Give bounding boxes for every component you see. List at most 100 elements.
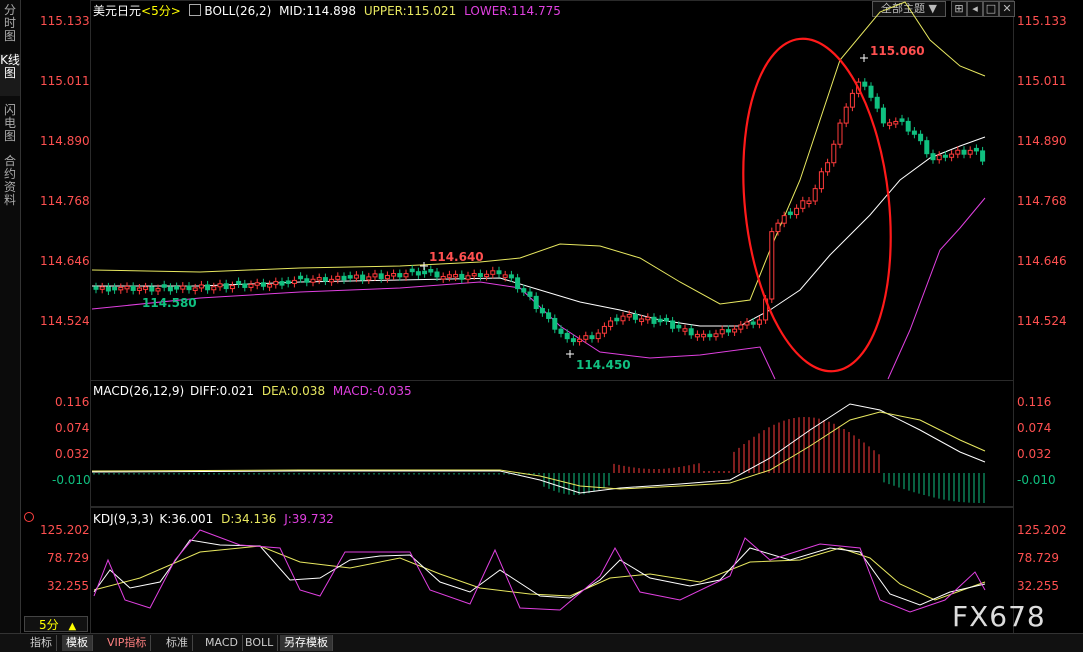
candle-body xyxy=(893,120,899,125)
macd-dea-line xyxy=(91,411,986,490)
candle-body xyxy=(409,268,415,273)
macd-axis-label-right: 0.074 xyxy=(1017,421,1052,435)
watermark-logo: FX678 xyxy=(952,600,1046,633)
high-price-annotation-left: 114.640 xyxy=(429,250,484,264)
candle-body xyxy=(670,320,676,329)
candle-body xyxy=(422,270,428,275)
candle-body xyxy=(583,335,589,340)
candle-body xyxy=(167,286,173,292)
candle-body xyxy=(527,291,533,297)
tab-vip-indicator[interactable]: VIP指标 xyxy=(103,635,152,651)
candle-body xyxy=(558,328,564,334)
candle-body xyxy=(570,338,576,343)
candle-body xyxy=(415,271,421,276)
candle-body xyxy=(663,317,669,322)
candle-body xyxy=(812,188,818,202)
period-selector[interactable]: 5分 ▲ xyxy=(24,616,88,632)
candle-body xyxy=(595,332,601,340)
candle-body xyxy=(477,273,483,278)
price-axis-label-right: 114.890 xyxy=(1017,134,1067,148)
candle-body xyxy=(378,273,384,280)
sidebar-item-flash-chart[interactable]: 闪电图 xyxy=(3,103,16,143)
candle-body xyxy=(961,149,967,155)
candle-body xyxy=(428,269,434,273)
candle-body xyxy=(260,282,266,287)
candle-body xyxy=(335,275,341,280)
candle-body xyxy=(930,153,936,161)
tab-indicator[interactable]: 指标 xyxy=(26,635,57,651)
candle-body xyxy=(316,277,322,281)
kdj-header: KDJ(9,3,3) K:36.001 D:34.136 J:39.732 xyxy=(93,512,334,526)
candle-body xyxy=(744,321,750,326)
candle-body xyxy=(508,274,514,279)
candle-body xyxy=(502,274,508,278)
candle-body xyxy=(713,333,719,338)
candle-body xyxy=(911,130,917,135)
price-axis-label-left: 114.768 xyxy=(40,194,90,208)
candle-body xyxy=(546,312,552,319)
pin-button[interactable]: ⊞ xyxy=(951,1,967,17)
candle-body xyxy=(614,317,620,322)
candle-body xyxy=(589,335,595,340)
macd-panel xyxy=(90,380,1014,507)
kdj-settings-icon[interactable] xyxy=(24,512,34,522)
tab-macd[interactable]: MACD xyxy=(201,635,243,651)
candle-body xyxy=(285,280,291,284)
candle-body xyxy=(192,287,198,291)
kdj-axis-label-left: 78.729 xyxy=(47,551,89,565)
candle-body xyxy=(403,273,409,278)
candle-body xyxy=(174,286,180,290)
candle-body xyxy=(440,275,446,280)
theme-select[interactable]: 全部主题 ▼ xyxy=(872,1,946,17)
kdj-axis-label-right: 78.729 xyxy=(1017,551,1059,565)
tab-save-template[interactable]: 另存模板 xyxy=(280,635,333,651)
candle-body xyxy=(161,284,167,288)
candle-body xyxy=(849,92,855,108)
candle-body xyxy=(372,273,378,278)
candle-body xyxy=(887,122,893,126)
candle-body xyxy=(732,328,738,333)
candle-body xyxy=(806,200,812,204)
boll-lower-line xyxy=(887,197,986,380)
close-button[interactable]: ✕ xyxy=(999,1,1015,17)
candle-body xyxy=(874,96,880,109)
sidebar-item-timeshare[interactable]: 分时图 xyxy=(3,3,16,43)
candle-body xyxy=(918,133,924,142)
candle-body xyxy=(490,270,496,275)
candle-body xyxy=(639,318,645,322)
caret-up-icon: ▲ xyxy=(68,621,77,632)
candle-body xyxy=(620,315,626,322)
tab-standard[interactable]: 标准 xyxy=(162,635,193,651)
candle-body xyxy=(291,279,297,284)
kdj-d-line xyxy=(93,545,986,601)
candle-body xyxy=(136,287,142,291)
candle-body xyxy=(980,150,986,162)
sidebar-item-contract-info[interactable]: 合约资料 xyxy=(3,154,16,207)
maximize-button[interactable]: □ xyxy=(983,1,999,17)
arrow-left-icon: ◂ xyxy=(972,2,978,15)
tab-template[interactable]: 模板 xyxy=(62,635,93,651)
candle-body xyxy=(267,284,273,288)
candle-body xyxy=(211,286,217,291)
prev-button[interactable]: ◂ xyxy=(967,1,983,17)
sidebar-item-kline[interactable]: K线图 xyxy=(0,54,20,96)
candle-body xyxy=(143,286,149,290)
candle-body xyxy=(769,231,775,300)
candle-body xyxy=(924,140,930,155)
candle-body xyxy=(155,288,161,292)
candle-body xyxy=(347,275,353,279)
candle-body xyxy=(601,325,607,334)
candle-body xyxy=(632,313,638,320)
candle-body xyxy=(384,274,390,280)
candle-body xyxy=(515,277,521,290)
kdj-axis-label-right: 32.255 xyxy=(1017,579,1059,593)
boll-lower-line xyxy=(91,281,776,380)
candle-body xyxy=(273,281,279,286)
candle-body xyxy=(130,285,136,291)
candle-body xyxy=(608,320,614,327)
tab-boll[interactable]: BOLL xyxy=(241,635,279,651)
candle-body xyxy=(800,200,806,209)
boll-upper-value: UPPER:115.021 xyxy=(363,4,457,18)
candle-body xyxy=(329,278,335,283)
